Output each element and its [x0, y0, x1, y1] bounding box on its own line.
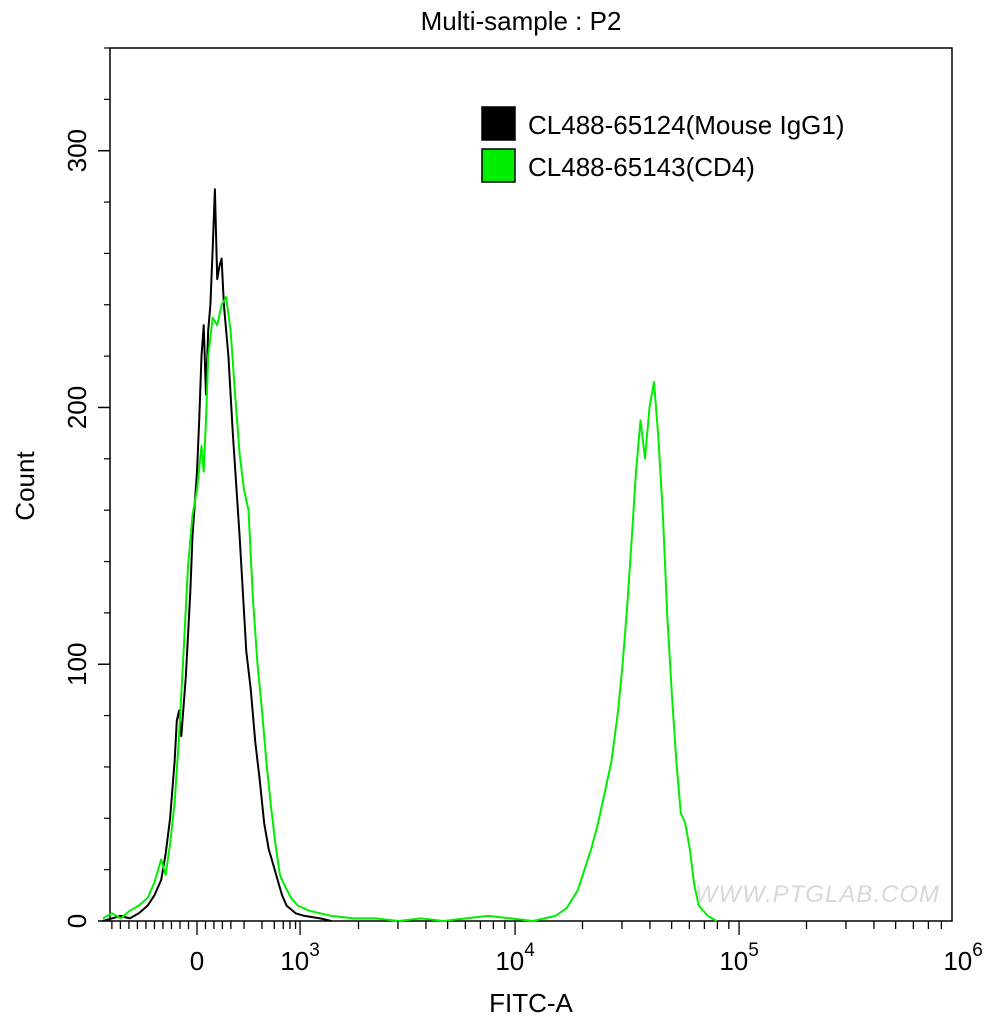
- x-axis: 0 103 104 105 106: [111, 921, 983, 976]
- series-line-2: [102, 296, 718, 922]
- legend-swatch-1: [481, 106, 516, 141]
- legend: CL488-65124(Mouse IgG1) CL488-65143(CD4): [481, 106, 845, 183]
- y-axis-label: Count: [10, 451, 40, 521]
- x-tick-label: 105: [719, 940, 759, 976]
- histogram-curves: [102, 188, 718, 922]
- series-line-1: [102, 188, 332, 922]
- chart-title: Multi-sample : P2: [421, 6, 622, 36]
- y-axis: 0 100 200 300: [62, 47, 110, 928]
- y-tick-label: 100: [62, 643, 92, 686]
- x-axis-label: FITC-A: [489, 988, 573, 1018]
- x-tick-label: 104: [495, 940, 535, 976]
- legend-swatch-2: [481, 148, 516, 183]
- legend-label-1: CL488-65124(Mouse IgG1): [528, 110, 845, 140]
- x-tick-label: 0: [190, 946, 204, 976]
- y-tick-label: 300: [62, 129, 92, 172]
- y-tick-label: 200: [62, 386, 92, 429]
- legend-label-2: CL488-65143(CD4): [528, 152, 755, 182]
- x-tick-label: 103: [280, 940, 320, 976]
- y-tick-label: 0: [62, 914, 92, 928]
- watermark: WWW.PTGLAB.COM: [695, 881, 940, 908]
- x-tick-label: 106: [943, 940, 983, 976]
